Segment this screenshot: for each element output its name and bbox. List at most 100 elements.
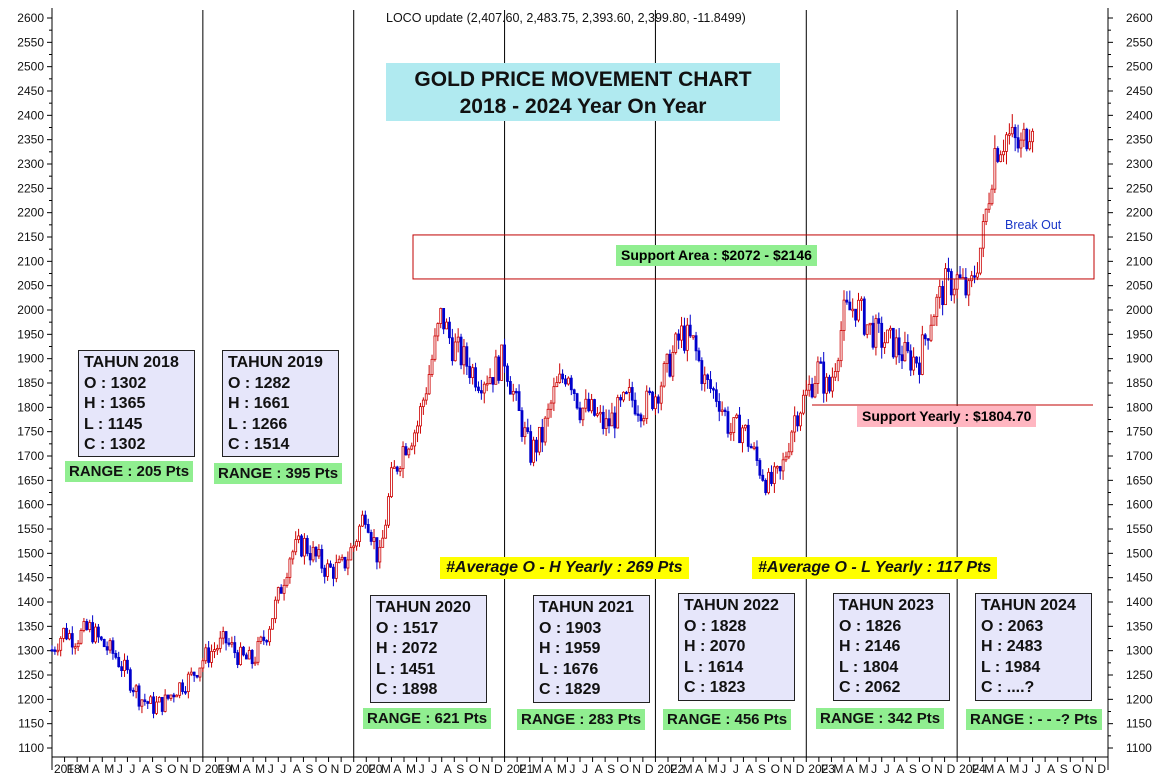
x-tick-label: 2023 [808, 762, 835, 776]
y-tick-label: 1750 [17, 425, 44, 439]
candle-body [999, 154, 1003, 162]
candle-body [477, 386, 480, 391]
candle-body [938, 286, 942, 298]
candle-body [868, 322, 872, 326]
year-close: C : 1514 [228, 436, 290, 453]
candle-body [349, 547, 353, 561]
candle-body [76, 642, 80, 648]
candle-body [909, 350, 913, 371]
candle-body [810, 383, 814, 398]
candle-body [340, 556, 344, 560]
candle-body [694, 335, 698, 352]
year-open: O : 1517 [376, 619, 439, 637]
y-tick-label: 1550 [1126, 522, 1153, 536]
candle-body [598, 411, 602, 415]
candle-body [56, 649, 60, 653]
loco-update-label: LOCO update (2,407.60, 2,483.75, 2,393.6… [386, 11, 746, 25]
candle-body [555, 382, 559, 388]
candle-body [685, 324, 689, 351]
candle-body [323, 567, 327, 577]
range-2021: RANGE : 283 Pts [517, 709, 646, 730]
candle-body [85, 621, 89, 630]
candle-body [242, 646, 245, 656]
year-open: O : 1826 [839, 617, 902, 635]
candle-body [517, 391, 521, 411]
candle-body [314, 546, 318, 557]
candle-body [421, 399, 425, 408]
candle-body [520, 410, 524, 438]
candle-body [561, 373, 564, 380]
x-tick-label: A [293, 762, 301, 776]
x-tick-label: M [557, 762, 567, 776]
candle-body [285, 576, 289, 586]
candle-body [764, 479, 768, 494]
candle-body [378, 546, 382, 563]
candle-body [900, 354, 904, 362]
candle-body [462, 346, 466, 366]
candle-body [497, 356, 501, 381]
candle-body [1007, 133, 1011, 136]
candle-body [369, 532, 373, 542]
candle-body [923, 334, 927, 340]
candle-body [746, 424, 750, 447]
range-2024: RANGE : - - -? Pts [966, 709, 1102, 730]
candle-body [137, 685, 141, 707]
candle-body [564, 378, 567, 385]
candle-body [703, 374, 707, 385]
y-tick-label: 1600 [1126, 498, 1153, 512]
x-tick-label: J [1035, 762, 1041, 776]
candle-body [474, 367, 477, 388]
x-tick-label: D [494, 762, 503, 776]
candle-body [581, 407, 585, 421]
candle-body [332, 566, 335, 579]
y-tick-label: 1950 [17, 327, 44, 341]
y-tick-label: 2250 [1126, 181, 1153, 195]
y-tick-label: 2500 [1126, 60, 1153, 74]
candle-body [955, 274, 959, 290]
candle-body [549, 402, 553, 410]
candle-body [755, 446, 759, 461]
candle-body [128, 669, 132, 691]
chart-title: GOLD PRICE MOVEMENT CHART 2018 - 2024 Ye… [386, 63, 780, 121]
candle-body [610, 412, 614, 427]
x-tick-label: O [1072, 762, 1081, 776]
candle-body [804, 389, 808, 396]
candle-body [976, 272, 979, 278]
x-tick-label: J [117, 762, 123, 776]
candle-body [482, 383, 486, 394]
candle-body [1031, 130, 1034, 143]
candle-body [111, 640, 115, 654]
candle-body [271, 618, 274, 630]
x-tick-label: J [582, 762, 588, 776]
candle-body [506, 365, 509, 382]
candle-body [404, 446, 408, 456]
y-tick-label: 2500 [17, 60, 44, 74]
candle-body [880, 322, 884, 348]
candle-body [102, 638, 106, 648]
x-tick-label: N [632, 762, 641, 776]
x-tick-label: O [318, 762, 327, 776]
candle-body [741, 427, 744, 444]
candle-body [830, 376, 834, 392]
candle-body [642, 418, 646, 422]
y-tick-label: 1400 [1126, 595, 1153, 609]
y-tick-label: 1600 [17, 498, 44, 512]
x-tick-label: J [884, 762, 890, 776]
candle-body [630, 387, 634, 401]
candle-body [778, 466, 782, 472]
candle-body [729, 432, 733, 435]
year-open: O : 1282 [228, 374, 291, 392]
x-tick-label: A [846, 762, 854, 776]
year-low: L : 1266 [228, 415, 288, 433]
candle-body [1019, 139, 1023, 149]
x-tick-label: S [607, 762, 615, 776]
x-tick-label: S [1060, 762, 1068, 776]
candle-body [709, 379, 712, 389]
candle-body [88, 622, 92, 630]
candle-body [749, 445, 753, 449]
candle-body [906, 342, 910, 352]
year-box-2023: TAHUN 2023 O : 1826 H : 2146 L : 1804 C … [833, 593, 950, 701]
candle-body [691, 335, 695, 338]
candle-body [665, 353, 669, 364]
year-close: C : 1823 [684, 679, 746, 696]
